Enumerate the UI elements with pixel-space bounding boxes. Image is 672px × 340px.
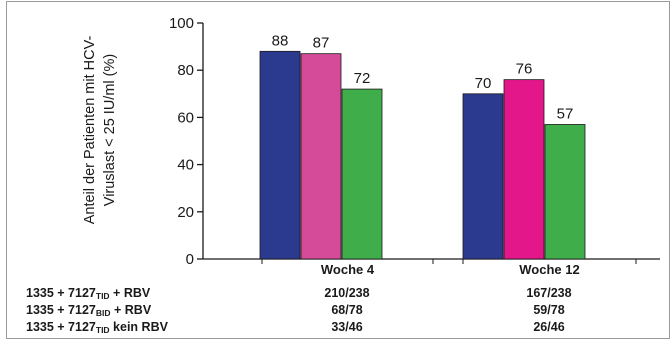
week12-ratio: 26/46	[533, 320, 565, 334]
week4-ratio: 68/78	[331, 303, 363, 317]
bar-value-label: 72	[354, 70, 371, 87]
y-tick-label: 100	[169, 15, 194, 32]
bar	[544, 124, 586, 260]
y-tick-label: 60	[177, 109, 194, 126]
row-label: 1335 + 7127TID + RBV	[26, 286, 151, 301]
y-tick-label: 0	[186, 251, 194, 268]
table-row: 1335 + 7127BID + RBV 68/78 59/78	[0, 303, 672, 318]
y-tick-label: 40	[177, 157, 194, 174]
y-axis-label: Anteil der Patienten mit HCV- Viruslast …	[80, 0, 124, 260]
week4-ratio: 210/238	[324, 286, 370, 300]
table-row: 1335 + 7127TID + RBV 210/238 167/238	[0, 286, 672, 301]
x-category-label: Woche 4	[321, 262, 375, 277]
week12-ratio: 167/238	[526, 286, 572, 300]
x-category-label: Woche 12	[519, 262, 579, 277]
bar-value-label: 88	[272, 32, 289, 49]
bar-value-label: 87	[313, 35, 330, 52]
bar-value-label: 76	[516, 61, 533, 78]
y-tick-label: 80	[177, 62, 194, 79]
y-axis-label-line1: Anteil der Patienten mit HCV-	[82, 35, 98, 225]
y-axis-label-line2: Viruslast < 25 IU/ml (%)	[102, 53, 118, 207]
row-label: 1335 + 7127BID + RBV	[26, 303, 152, 318]
week4-ratio: 33/46	[331, 320, 363, 334]
table-row: 1335 + 7127TID kein RBV 33/46 26/46	[0, 320, 672, 335]
bar	[503, 79, 545, 260]
bar	[259, 50, 301, 260]
y-tick-label: 20	[177, 204, 194, 221]
bar	[341, 88, 383, 260]
bar	[300, 53, 342, 260]
row-label: 1335 + 7127TID kein RBV	[26, 320, 168, 335]
bar-value-label: 70	[475, 75, 492, 92]
week12-ratio: 59/78	[533, 303, 565, 317]
bar-chart: 0 20 40 60 80 100 88 87 72 Woche 4 70 76 57 Woche 12	[169, 15, 660, 277]
bar	[462, 93, 504, 260]
bar-value-label: 57	[557, 105, 574, 122]
